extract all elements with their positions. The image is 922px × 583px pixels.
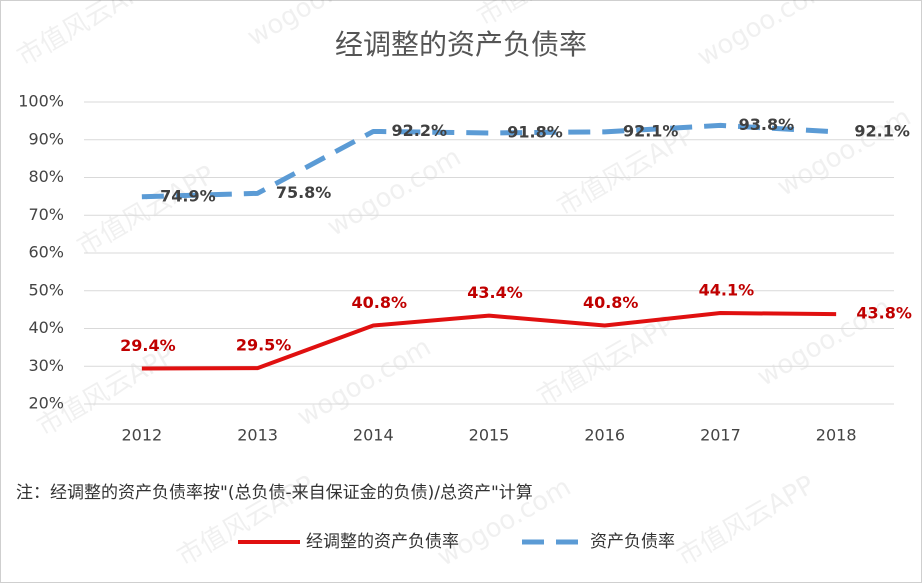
data-label: 43.8%: [856, 304, 912, 323]
y-tick-label: 50%: [28, 280, 64, 299]
x-tick-label: 2018: [816, 426, 857, 445]
y-tick-label: 70%: [28, 205, 64, 224]
note: 注：经调整的资产负债率按"(总负债-来自保证金的负债)/总资产"计算: [16, 483, 533, 503]
data-label: 40.8%: [583, 293, 639, 312]
data-label: 43.4%: [467, 283, 523, 302]
series-line: [141, 122, 837, 200]
y-tick-label: 90%: [28, 129, 64, 148]
y-tick-label: 100%: [18, 92, 64, 111]
x-tick-label: 2012: [121, 426, 162, 445]
y-tick-label: 20%: [28, 394, 64, 413]
x-tick-label: 2013: [237, 426, 278, 445]
data-label: 93.8%: [739, 115, 795, 134]
data-label: 29.5%: [236, 336, 292, 355]
x-tick-label: 2015: [469, 426, 510, 445]
series-line: [141, 311, 837, 371]
data-label: 92.1%: [623, 121, 679, 140]
data-label: 29.4%: [120, 336, 176, 355]
data-label: 75.8%: [276, 183, 332, 202]
x-tick-label: 2017: [700, 426, 741, 445]
chart-title: 经调整的资产负债率: [335, 28, 587, 61]
y-tick-label: 80%: [28, 167, 64, 186]
data-label: 91.8%: [507, 122, 563, 141]
x-tick-label: 2016: [584, 426, 625, 445]
y-tick-label: 30%: [28, 356, 64, 375]
data-label: 92.2%: [392, 121, 448, 140]
x-tick-label: 2014: [353, 426, 394, 445]
y-tick-label: 60%: [28, 243, 64, 262]
data-label: 92.1%: [854, 121, 910, 140]
data-label: 74.9%: [160, 186, 216, 205]
data-label: 40.8%: [352, 293, 408, 312]
legend-label: 资产负债率: [590, 532, 675, 552]
y-tick-label: 40%: [28, 318, 64, 337]
data-label: 44.1%: [699, 281, 755, 300]
legend-label: 经调整的资产负债率: [306, 532, 459, 552]
